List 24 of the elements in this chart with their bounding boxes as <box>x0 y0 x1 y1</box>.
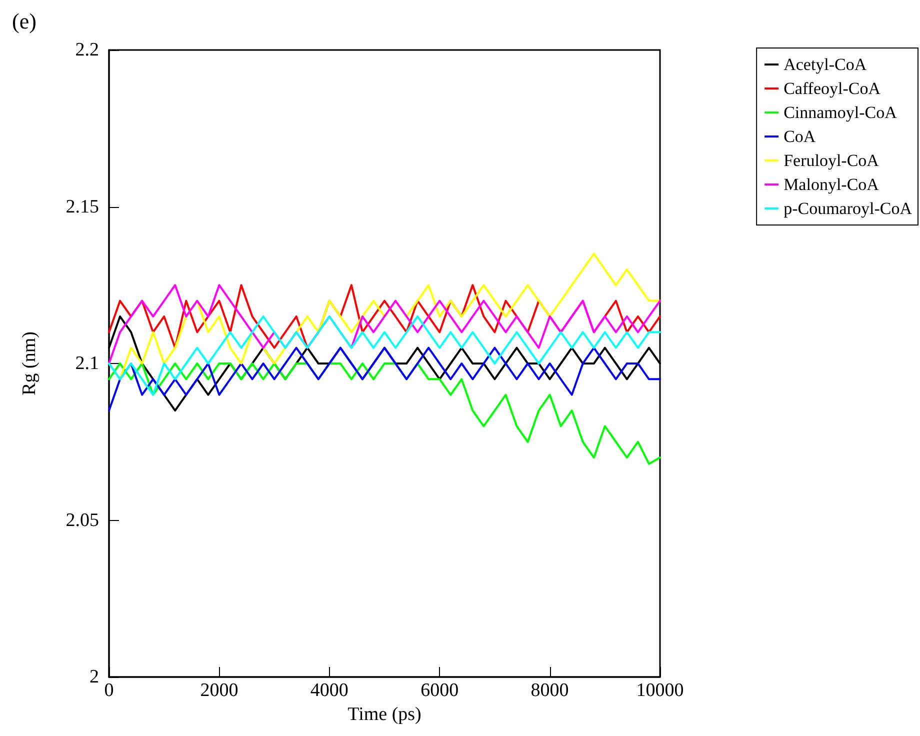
x-tick-label: 8000 <box>530 680 569 701</box>
line-series <box>108 315 661 396</box>
legend-label: Acetyl-CoA <box>784 55 868 74</box>
y-tick-label: 2 <box>90 666 99 688</box>
legend-label: CoA <box>784 127 816 146</box>
x-tick-label: 4000 <box>310 680 348 701</box>
line-series <box>108 346 661 412</box>
y-axis-title: Rg (nm) <box>19 332 40 396</box>
y-tick-label: 2.15 <box>66 196 99 218</box>
legend-label: p-Coumaroyl-CoA <box>784 199 913 218</box>
text: (e) <box>12 8 36 34</box>
legend-label: Caffeoyl-CoA <box>784 79 882 98</box>
y-tick-label: 2.2 <box>75 40 99 60</box>
legend-label: Cinnamoyl-CoA <box>784 103 898 122</box>
legend-label: Feruloyl-CoA <box>784 151 880 170</box>
x-tick-label: 0 <box>104 680 114 701</box>
line-series <box>108 362 661 465</box>
x-axis-title: Time (ps) <box>348 704 422 725</box>
x-tick-label: 6000 <box>420 680 459 701</box>
x-tick-label: 10000 <box>636 680 684 701</box>
x-tick-label: 2000 <box>200 680 238 701</box>
legend-label: Malonyl-CoA <box>784 175 880 194</box>
y-tick-label: 2.1 <box>75 353 99 374</box>
y-tick-label: 2.05 <box>66 510 99 531</box>
